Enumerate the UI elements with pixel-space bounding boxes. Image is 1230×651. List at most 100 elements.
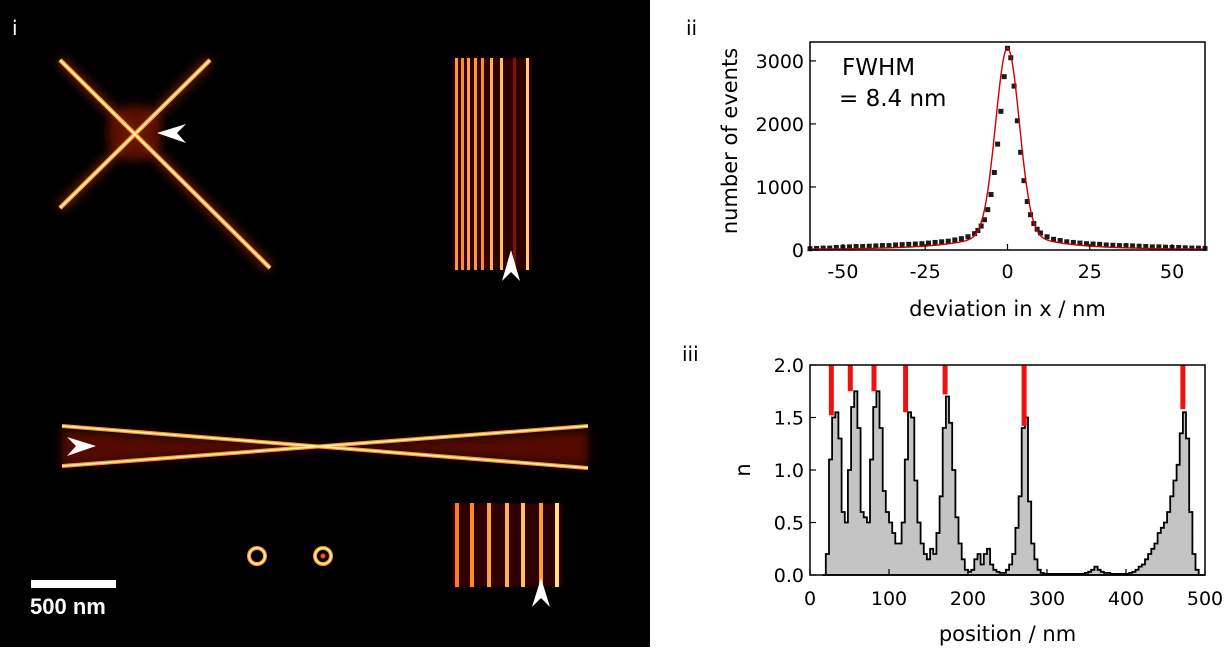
ring-structures bbox=[247, 546, 333, 566]
data-point bbox=[860, 244, 866, 250]
data-point bbox=[1084, 241, 1089, 247]
data-point bbox=[988, 192, 994, 198]
data-point bbox=[926, 240, 931, 246]
fwhm-annotation-value: = 8.4 nm bbox=[839, 86, 947, 112]
y-tick-label: 0.0 bbox=[774, 565, 804, 587]
x-tick-label: 300 bbox=[1029, 588, 1065, 610]
data-point bbox=[1103, 242, 1109, 248]
y-tick-label: 1.0 bbox=[774, 460, 804, 482]
y-tick-label: 1000 bbox=[756, 177, 804, 199]
y-tick-label: 3000 bbox=[756, 51, 804, 73]
data-point bbox=[945, 238, 951, 244]
line-grating-bottom bbox=[452, 503, 562, 587]
converging-lines bbox=[61, 424, 589, 470]
x-tick-label: 400 bbox=[1108, 588, 1144, 610]
data-point bbox=[833, 244, 839, 250]
histogram-area bbox=[822, 390, 1205, 576]
data-point bbox=[853, 244, 859, 250]
data-point bbox=[985, 207, 991, 213]
data-point bbox=[886, 243, 892, 249]
scale-bar bbox=[31, 580, 116, 588]
data-point bbox=[1189, 245, 1195, 251]
data-point bbox=[1001, 74, 1007, 80]
y-tick-label: 0.5 bbox=[774, 513, 804, 535]
x-tick-label: -25 bbox=[910, 261, 941, 283]
x-tick-label: 25 bbox=[1078, 261, 1102, 283]
data-point bbox=[991, 169, 997, 175]
data-point bbox=[912, 241, 918, 247]
data-point bbox=[958, 236, 964, 242]
panel-label-ii: ii bbox=[686, 16, 698, 40]
x-tick-label: 100 bbox=[871, 588, 907, 610]
y-tick-label: 2000 bbox=[756, 114, 804, 136]
data-point bbox=[1149, 244, 1155, 250]
data-point bbox=[932, 239, 938, 245]
data-point bbox=[1110, 242, 1116, 248]
data-point bbox=[1021, 178, 1027, 184]
data-point bbox=[899, 242, 905, 248]
y-tick-label: 1.5 bbox=[774, 408, 804, 430]
x-tick-label: 0 bbox=[804, 588, 816, 610]
arrowhead-markers bbox=[67, 124, 550, 607]
data-point bbox=[1195, 245, 1201, 251]
panel-label-i: i bbox=[12, 16, 18, 40]
arrowhead-cross bbox=[157, 124, 186, 143]
data-point bbox=[906, 241, 912, 247]
arrowhead-lines bbox=[67, 437, 96, 456]
data-point bbox=[1182, 245, 1188, 251]
fit-curve bbox=[809, 46, 1206, 250]
data-point bbox=[1163, 244, 1168, 250]
x-tick-label: -50 bbox=[827, 261, 858, 283]
data-point bbox=[972, 231, 978, 237]
data-point bbox=[1014, 118, 1020, 124]
data-point bbox=[919, 241, 925, 247]
data-point bbox=[952, 237, 958, 243]
data-point bbox=[827, 245, 833, 251]
data-point bbox=[1037, 230, 1043, 236]
data-point bbox=[1116, 243, 1122, 249]
panel-label-iii: iii bbox=[682, 342, 699, 366]
data-point bbox=[866, 243, 872, 249]
data-point bbox=[879, 243, 885, 249]
line-grating-top bbox=[452, 58, 532, 270]
data-point bbox=[1057, 238, 1063, 244]
data-point bbox=[981, 217, 987, 223]
data-point bbox=[873, 243, 879, 249]
data-point bbox=[1024, 198, 1030, 204]
micrograph-panel bbox=[0, 0, 650, 647]
data-point bbox=[1143, 244, 1149, 250]
cross-structure bbox=[56, 56, 274, 272]
position-y-axis-label: n bbox=[731, 463, 755, 476]
data-point bbox=[1176, 244, 1182, 250]
data-point bbox=[820, 245, 826, 251]
data-point bbox=[1156, 244, 1162, 250]
x-tick-label: 500 bbox=[1187, 588, 1223, 610]
data-point bbox=[1097, 241, 1103, 247]
deviation-y-axis-label: number of events bbox=[718, 48, 742, 234]
position-x-axis-label: position / nm bbox=[939, 622, 1076, 646]
x-tick-label: 0 bbox=[1001, 261, 1013, 283]
x-tick-label: 200 bbox=[950, 588, 986, 610]
data-point bbox=[995, 141, 1001, 147]
data-point bbox=[1051, 236, 1057, 242]
data-point bbox=[1011, 83, 1017, 89]
x-tick-label: 50 bbox=[1160, 261, 1184, 283]
micrograph-image bbox=[31, 56, 589, 607]
deviation-plot: -50 -25 0 25 50 0 1000 2000 3000 deviation in x … bbox=[718, 41, 1208, 321]
data-point bbox=[847, 244, 852, 250]
data-point bbox=[1123, 243, 1129, 249]
data-point bbox=[978, 223, 984, 229]
arrowhead-grating-bottom bbox=[532, 578, 550, 607]
data-point bbox=[1018, 149, 1024, 155]
data-point bbox=[965, 234, 971, 240]
arrowhead-grating-top bbox=[502, 250, 520, 281]
fwhm-annotation-title: FWHM bbox=[842, 55, 916, 81]
position-histogram: 0 100 200 300 400 500 0.0 0.5 1.0 1.5 2.0 position… bbox=[731, 355, 1223, 646]
data-point bbox=[1028, 212, 1034, 218]
data-point bbox=[1090, 241, 1096, 247]
data-point bbox=[893, 242, 899, 248]
data-point bbox=[1044, 234, 1050, 240]
data-point bbox=[1070, 239, 1076, 245]
data-point bbox=[1136, 243, 1142, 249]
y-tick-label: 2.0 bbox=[774, 355, 804, 377]
